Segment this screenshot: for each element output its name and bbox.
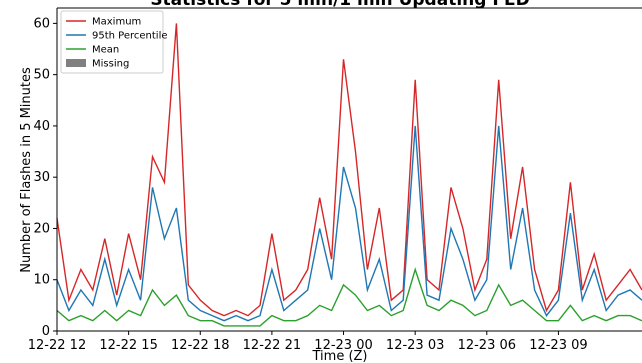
x-axis-label: Time (Z) [312,349,368,363]
y-tick-label: 60 [33,16,50,31]
legend-label: 95th Percentile [92,31,168,42]
legend-label: Maximum [92,17,141,28]
axes-frame [56,8,642,332]
series-line [56,23,642,317]
series-line [56,125,642,322]
x-tick-label: 12-22 21 [243,338,301,353]
y-tick-label: 50 [33,68,50,83]
legend-patch [66,59,86,67]
x-tick-label: 12-23 00 [314,338,372,353]
y-axis-label: Number of Flashes in 5 Minutes [19,67,34,273]
legend-label: Mean [92,45,119,56]
x-tick-label: 12-23 03 [386,338,444,353]
y-tick-label: 40 [33,119,50,134]
y-tick-label: 30 [33,170,50,185]
legend-label: Missing [92,59,129,70]
y-tick-label: 10 [33,273,50,288]
legend-box [60,10,164,74]
x-tick-label: 12-23 06 [458,338,516,353]
x-tick-label: 12-22 15 [99,338,157,353]
y-tick-label: 20 [33,221,50,236]
x-tick-label: 12-22 18 [171,338,229,353]
chart-title: Statistics for 5 min/1 min Updating FED [150,0,529,10]
series-line [56,267,642,327]
y-tick-label: 0 [42,324,50,339]
x-tick-label: 12-23 09 [529,338,587,353]
x-tick-label: 12-22 12 [28,338,86,353]
